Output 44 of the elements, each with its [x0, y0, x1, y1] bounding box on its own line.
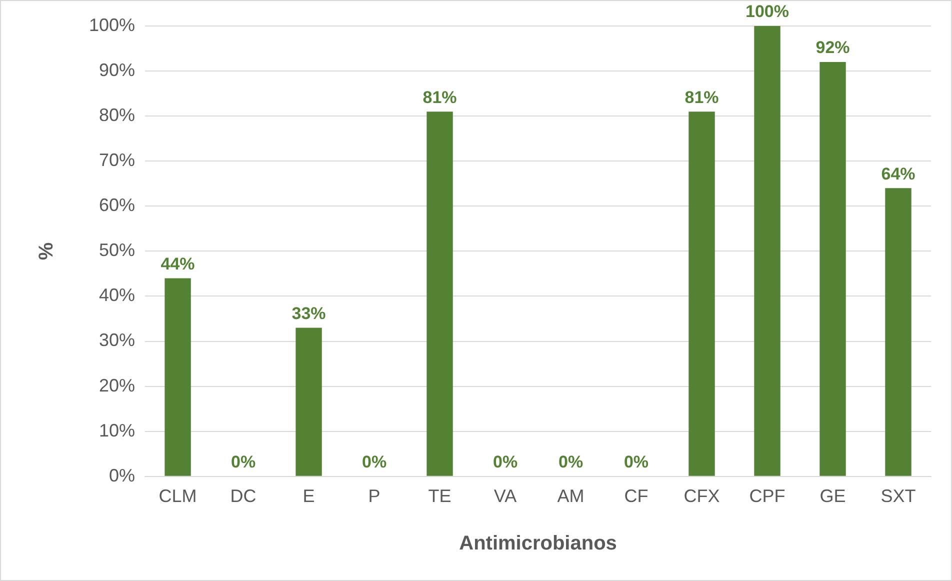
bar — [820, 62, 846, 476]
y-axis-title: % — [36, 242, 58, 260]
x-axis-title: Antimicrobianos — [459, 532, 617, 555]
y-tick-label: 10% — [99, 420, 136, 440]
x-tick-label: DC — [230, 486, 256, 506]
x-tick-label: VA — [494, 486, 517, 506]
data-label: 0% — [362, 452, 387, 472]
x-tick-label: TE — [428, 486, 452, 506]
data-label: 81% — [684, 88, 719, 107]
y-tick-label: 30% — [99, 330, 136, 350]
x-tick-label: P — [368, 486, 380, 506]
bar — [885, 188, 912, 476]
y-tick-label: 0% — [109, 465, 136, 486]
x-tick-label: GE — [820, 486, 846, 506]
x-tick-label: CFX — [684, 486, 720, 506]
data-label: 81% — [422, 88, 457, 107]
x-tick-label: CPF — [749, 486, 786, 506]
bar — [164, 278, 191, 476]
y-tick-label: 60% — [99, 195, 136, 216]
data-label: 64% — [881, 164, 916, 184]
y-tick-label: 50% — [99, 240, 136, 260]
x-tick-label: E — [302, 486, 315, 506]
bar — [754, 26, 780, 476]
data-label: 0% — [492, 452, 518, 472]
y-tick-label: 20% — [99, 375, 136, 396]
x-tick-label: AM — [557, 486, 584, 506]
x-tick-label: CF — [624, 486, 648, 506]
data-label: 33% — [292, 304, 326, 323]
bar — [688, 112, 715, 476]
data-label: 92% — [816, 38, 850, 58]
x-tick-label: SXT — [880, 486, 916, 506]
y-tick-label: 70% — [99, 150, 136, 170]
data-label: 0% — [230, 452, 256, 472]
data-label: 100% — [746, 2, 789, 22]
data-label: 0% — [558, 452, 584, 472]
y-tick-label: 100% — [88, 14, 136, 35]
y-tick-label: 90% — [99, 60, 136, 80]
y-tick-label: 80% — [99, 105, 136, 126]
x-tick-label: CLM — [158, 486, 197, 506]
data-label: 44% — [160, 254, 195, 274]
bar — [296, 328, 322, 476]
data-label: 0% — [624, 452, 649, 472]
bar — [426, 112, 453, 476]
y-tick-label: 40% — [99, 285, 136, 306]
